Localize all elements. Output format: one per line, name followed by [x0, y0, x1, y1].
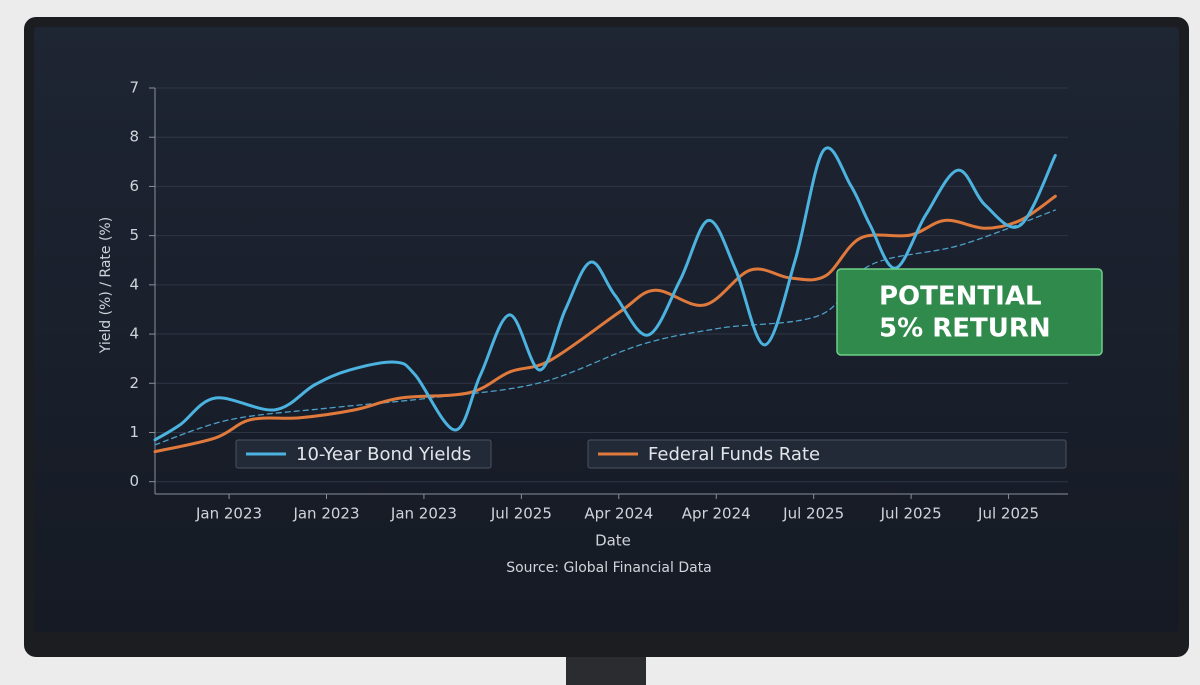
y-tick-label: 5 — [129, 226, 139, 244]
x-tick-label: Jan 2023 — [390, 505, 457, 523]
y-tick-label: 0 — [129, 472, 139, 490]
x-tick-label: Jul 2025 — [490, 505, 552, 523]
x-tick-label: Jan 2023 — [292, 505, 359, 523]
y-axis-label: Yield (%) / Rate (%) — [98, 217, 114, 354]
annotation-box — [836, 268, 1103, 356]
x-axis-label: Date — [595, 532, 631, 550]
x-tick-label: Jul 2025 — [782, 505, 844, 523]
x-tick-label: Apr 2024 — [682, 505, 751, 523]
x-tick-label: Jul 2025 — [880, 505, 942, 523]
legend-box — [235, 439, 492, 469]
legend-label: Federal Funds Rate — [648, 444, 820, 465]
annotation-text: 5% RETURN — [879, 314, 1051, 344]
series-line — [153, 194, 1057, 454]
y-tick-label: 2 — [129, 374, 139, 392]
plot: 0 1 2 4 4 5 6 8 7 Jan 2023 Jan 2023 Jan 2023 Jul 202… — [129, 79, 1103, 523]
series-line — [153, 146, 1057, 442]
legend-box — [587, 439, 1067, 469]
trend-line — [154, 209, 1056, 446]
x-tick-label: Jul 2025 — [977, 505, 1039, 523]
y-tick-label: 6 — [129, 177, 139, 195]
y-tick-label: 4 — [129, 325, 139, 343]
screen — [34, 27, 1179, 632]
y-tick-label: 1 — [129, 423, 139, 441]
y-tick-label: 7 — [129, 79, 139, 97]
source: Source: Global Financial Data — [506, 560, 712, 576]
x-tick-label: Apr 2024 — [584, 505, 653, 523]
legend-label: 10-Year Bond Yields — [296, 444, 471, 465]
y-tick-label: 8 — [129, 128, 139, 146]
annotation-text: POTENTIAL — [879, 282, 1042, 312]
x-tick-label: Jan 2023 — [195, 505, 262, 523]
y-tick-label: 4 — [129, 275, 139, 293]
